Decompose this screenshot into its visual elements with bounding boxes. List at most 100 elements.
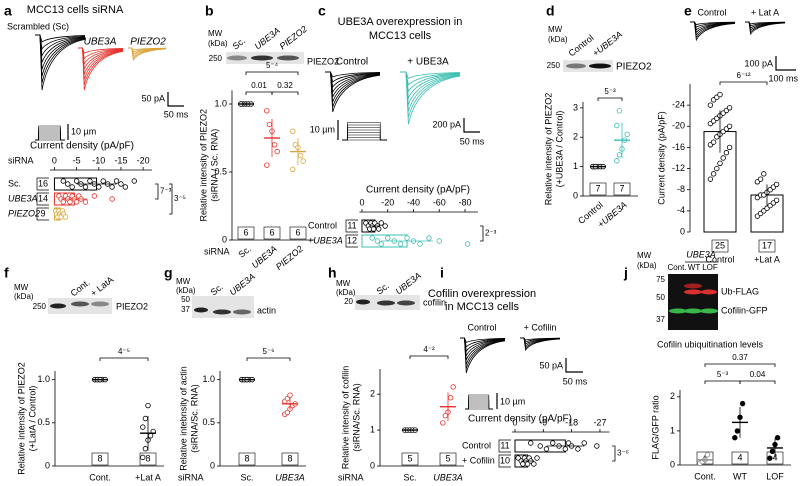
y-axis-label: Relative intensity of cofilin: [340, 366, 350, 470]
y-axis-label: Current density (pA/pF): [656, 111, 666, 205]
annotation: g: [164, 265, 173, 281]
n-box: [498, 439, 511, 453]
category-label: UBE3A: [433, 472, 463, 482]
current-trace: [325, 71, 381, 83]
annotation: + Cofilin: [524, 322, 557, 332]
annotation: Ub-FLAG: [721, 286, 759, 296]
data-point: [142, 415, 149, 422]
annotation: (kDa): [637, 261, 657, 270]
bracket: [245, 71, 299, 75]
annotation: +UBE3A: [591, 29, 625, 58]
data-point: [264, 108, 270, 114]
stat-label: 4⁻⁵: [118, 347, 130, 356]
annotation: 250: [547, 61, 561, 70]
blot: [192, 296, 254, 318]
data-point: [385, 235, 391, 241]
current-trace: [690, 21, 736, 42]
category-label: WT: [733, 471, 747, 481]
data-point: [757, 176, 764, 182]
x-tick-label: 0: [52, 155, 57, 165]
x-axis-label: siRNA: [8, 155, 34, 165]
data-point: [290, 166, 296, 172]
stat-label: 3⁻⁶: [617, 449, 629, 458]
data-point: [284, 409, 291, 416]
stimulus-step: [35, 125, 65, 141]
annotation: MW: [336, 279, 351, 288]
category-label: Control: [462, 440, 491, 450]
annotation: MW: [176, 277, 191, 286]
blot-band: [684, 283, 702, 289]
blot-band: [589, 63, 611, 69]
stat-label: 3⁻⁵: [174, 194, 186, 203]
blot-band: [684, 308, 702, 314]
current-trace: [78, 47, 124, 66]
data-point: [624, 131, 630, 138]
data-point: [370, 226, 377, 232]
y-axis-label: (siRNA/Sc. RNA): [189, 384, 199, 453]
annotation: Control: [697, 7, 726, 17]
data-point: [82, 184, 89, 190]
data-point: [87, 178, 93, 184]
data-point: [774, 435, 781, 441]
annotation: in MCC13 cells: [445, 301, 519, 313]
n-label: 6: [243, 227, 248, 237]
stat-label: 0.04: [750, 370, 766, 379]
scale-bar: [565, 358, 583, 373]
x-tick-label: -60: [433, 197, 446, 207]
n-label: 10: [500, 455, 510, 465]
y-tick-label: 0: [45, 460, 50, 470]
data-point: [734, 428, 741, 434]
n-label: 7: [619, 183, 624, 193]
blot-band: [71, 301, 89, 307]
n-box: [36, 177, 49, 191]
current-trace: [325, 71, 381, 78]
annotation: LOF: [702, 263, 718, 272]
data-point: [436, 238, 442, 244]
y-tick-label: 0: [573, 190, 578, 200]
annotation: e: [684, 3, 692, 19]
y-axis-label: (siRNA/Sc. RNA): [351, 383, 361, 452]
bracket: [719, 81, 768, 85]
x-axis-label: siRNA: [204, 246, 230, 256]
y-tick-label: -24: [672, 100, 685, 110]
current-trace: [35, 34, 86, 58]
bracket: [245, 91, 273, 95]
annotation: PIEZO2: [278, 24, 309, 52]
data-point: [614, 122, 620, 129]
data-point: [450, 384, 456, 390]
annotation: Scrambled (Sc): [7, 21, 69, 31]
data-point: [131, 178, 137, 184]
category-label: Sc.: [236, 244, 252, 260]
data-point: [62, 214, 69, 220]
chart-title: Cofilin ubiquitination levels: [657, 339, 764, 349]
y-tick-label: -12: [672, 163, 685, 173]
y-tick-label: 0.5: [202, 417, 215, 427]
annotation: 100 pA: [744, 58, 773, 68]
n-box: [345, 219, 358, 233]
n-box: [401, 452, 419, 466]
stimulus-step: [342, 122, 387, 141]
y-tick-label: 2: [670, 391, 675, 401]
current-trace: [400, 71, 461, 86]
y-tick-label: 1: [573, 161, 578, 171]
data-point: [274, 148, 280, 155]
data-point: [426, 235, 432, 241]
annotation: Cofilin-GFP: [721, 305, 768, 315]
n-label: 8: [287, 453, 292, 463]
annotation: UBE3A: [84, 37, 117, 48]
data-point: [616, 152, 623, 158]
data-point: [378, 220, 384, 226]
annotation: MW: [208, 29, 223, 38]
annotation: PIEZO2: [116, 301, 148, 311]
data-point: [290, 128, 296, 134]
y-axis-label: (siRNA / Sc. RNA): [209, 129, 219, 202]
data-point: [142, 446, 149, 452]
annotation: Control: [336, 57, 368, 68]
y-axis-label: (+UBE3A / Control): [554, 111, 564, 188]
n-box: [36, 192, 49, 206]
category-label: LOF: [766, 471, 784, 481]
blot: [668, 274, 718, 330]
category-label: UBE3A: [275, 472, 305, 482]
x-tick-label: -5: [73, 155, 81, 165]
